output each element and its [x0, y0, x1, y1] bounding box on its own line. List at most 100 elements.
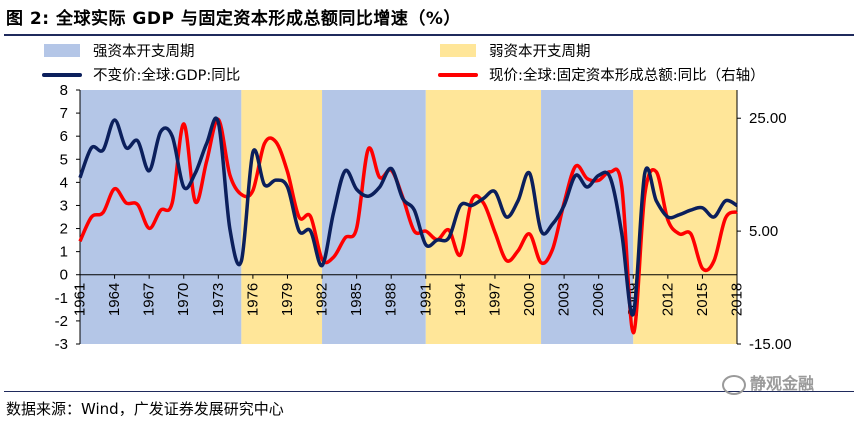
gfcf-point-1962: [90, 216, 93, 219]
x-tick-label: 1994: [452, 283, 469, 316]
gdp-point-1980: [298, 229, 301, 232]
x-tick-label: 1982: [314, 283, 331, 316]
x-tick-label: 1991: [417, 283, 434, 316]
gdp-point-2017: [724, 199, 727, 202]
x-tick-label: 2018: [729, 283, 746, 316]
gdp-point-1978: [274, 179, 277, 182]
gdp-point-1963: [102, 149, 105, 152]
gdp-point-2014: [689, 209, 692, 212]
gfcf-point-2009: [632, 331, 635, 334]
gdp-point-1998: [505, 216, 508, 219]
gdp-point-1965: [125, 146, 128, 149]
gdp-point-2010: [643, 172, 646, 175]
gdp-point-1966: [136, 139, 139, 142]
gfcf-point-2016: [712, 260, 715, 263]
gdp-point-1972: [205, 142, 208, 145]
gdp-point-1964: [113, 119, 116, 122]
gdp-point-2008: [620, 232, 623, 235]
x-tick-label: 1967: [141, 283, 158, 316]
gdp-point-1983: [332, 211, 335, 214]
gfcf-point-2012: [666, 218, 669, 221]
left-tick-label: 8: [60, 82, 68, 99]
gfcf-point-1993: [447, 228, 450, 231]
gdp-point-2007: [609, 176, 612, 179]
gfcf-point-2002: [551, 248, 554, 251]
title-divider: [4, 34, 854, 36]
gdp-point-2001: [540, 229, 543, 232]
gfcf-point-1969: [171, 201, 174, 204]
gfcf-point-1967: [148, 227, 151, 230]
gdp-point-1991: [424, 243, 427, 246]
x-tick-label: 1964: [106, 283, 123, 316]
band-weak-5: [633, 90, 737, 344]
gfcf-point-1991: [424, 230, 427, 233]
gdp-point-1969: [171, 135, 174, 138]
gdp-point-2016: [712, 216, 715, 219]
gfcf-point-1983: [332, 256, 335, 259]
gdp-point-1970: [182, 185, 185, 188]
x-tick-label: 1997: [486, 283, 503, 316]
gfcf-point-2008: [620, 184, 623, 187]
figure-title: 图 2: 全球实际 GDP 与固定资本形成总额同比增速（%）: [6, 9, 461, 29]
gdp-point-2006: [597, 174, 600, 177]
gdp-point-1979: [286, 185, 289, 188]
gdp-point-1974: [228, 227, 231, 230]
gdp-point-1993: [447, 236, 450, 239]
gfcf-point-1995: [470, 199, 473, 202]
gfcf-point-2017: [724, 217, 727, 220]
watermark-text: 静观金融: [750, 374, 815, 393]
gfcf-point-1997: [493, 231, 496, 234]
gfcf-point-1971: [194, 200, 197, 203]
gfcf-point-2007: [609, 170, 612, 173]
gfcf-point-1966: [136, 203, 139, 206]
legend-swatch-strong: [44, 44, 80, 57]
x-axis-ticks: 1961 1964 1967 1970 1973 1976 1979 1982 1985 1988…: [72, 274, 746, 316]
gfcf-point-1972: [205, 159, 208, 162]
gfcf-point-1965: [125, 201, 128, 204]
right-tick-label: -15.00: [749, 336, 792, 353]
left-tick-label: 1: [60, 244, 68, 261]
gdp-point-2015: [701, 206, 704, 209]
gfcf-point-1978: [274, 140, 277, 143]
source-note: 数据来源：Wind，广发证券发展研究中心: [6, 400, 284, 418]
gfcf-point-1977: [263, 142, 266, 145]
gfcf-point-1968: [159, 209, 162, 212]
gfcf-point-2015: [701, 267, 704, 270]
gdp-point-1984: [344, 169, 347, 172]
left-tick-label: 4: [60, 174, 68, 191]
gfcf-point-1979: [286, 170, 289, 173]
chart-svg: 强资本开支周期 弱资本开支周期 不变价:全球:GDP:同比 现价:全球:固定资本…: [42, 43, 792, 353]
gdp-point-1994: [459, 204, 462, 207]
x-tick-label: 2000: [521, 283, 538, 316]
gfcf-point-2003: [563, 201, 566, 204]
left-tick-label: 6: [60, 128, 68, 145]
x-tick-label: 1961: [72, 283, 89, 316]
gfcf-point-1984: [344, 236, 347, 239]
legend-label-strong: 强资本开支周期: [93, 43, 195, 60]
x-tick-label: 2012: [659, 283, 676, 316]
left-tick-label: 3: [60, 197, 68, 214]
left-tick-label: 0: [60, 267, 68, 284]
gfcf-point-2005: [586, 177, 589, 180]
gdp-point-1975: [240, 259, 243, 262]
gfcf-point-1996: [482, 201, 485, 204]
gdp-point-2000: [528, 172, 531, 175]
gfcf-point-1970: [182, 122, 185, 125]
left-tick-label: -3: [55, 336, 68, 353]
left-tick-label: 2: [60, 221, 68, 238]
x-tick-label: 1973: [210, 283, 227, 316]
x-tick-label: 1970: [175, 283, 192, 316]
gdp-point-2011: [655, 199, 658, 202]
gdp-point-1982: [321, 264, 324, 267]
gfcf-point-1974: [228, 173, 231, 176]
left-axis-ticks: 8 7 6 5 4 3 2 1 0 -1 -2 -3: [55, 82, 80, 353]
gfcf-point-1982: [321, 258, 324, 261]
gfcf-point-2004: [574, 165, 577, 168]
series-gfcf-line: [78, 117, 738, 335]
gdp-point-2013: [678, 213, 681, 216]
gfcf-point-1989: [401, 196, 404, 199]
gfcf-point-1964: [113, 187, 116, 190]
left-tick-label: -1: [55, 290, 68, 307]
gfcf-point-2013: [678, 232, 681, 235]
gdp-point-1962: [90, 146, 93, 149]
